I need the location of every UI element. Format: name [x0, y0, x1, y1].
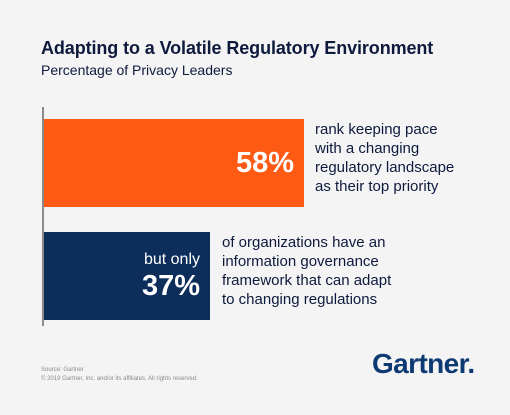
description-line: with a changing: [315, 140, 420, 157]
bar-description-keeping-pace: rank keeping pace with a changing regula…: [315, 120, 454, 196]
description-line: as their top priority: [315, 178, 439, 195]
source-note: Source: Gartner © 2019 Gartner, Inc. and…: [41, 366, 198, 384]
bar-value-label: 37%: [141, 270, 200, 302]
description-line: of organizations have an: [222, 234, 386, 251]
bar-prefix: but only: [143, 251, 200, 268]
axis-line: [42, 107, 44, 326]
description-line: regulatory landscape: [315, 159, 455, 176]
bar-keeping-pace: 58%: [44, 119, 304, 207]
description-line: rank keeping pace: [315, 121, 438, 138]
bar-value-label: 58%: [235, 147, 294, 179]
description-line: information governance: [222, 253, 379, 270]
gartner-logo: Gartner.: [372, 348, 475, 379]
source-text: Source: Gartner: [41, 367, 84, 373]
chart-title: Adapting to a Volatile Regulatory Enviro…: [41, 38, 434, 58]
description-line: to changing regulations: [222, 291, 378, 308]
bar-governance-framework: but only 37%: [44, 232, 210, 320]
bar-description-governance: of organizations have an information gov…: [222, 233, 391, 309]
description-line: framework that can adapt: [222, 272, 392, 289]
chart-subtitle: Percentage of Privacy Leaders: [41, 62, 233, 78]
copyright-text: © 2019 Gartner, Inc. and/or its affiliat…: [41, 376, 198, 382]
